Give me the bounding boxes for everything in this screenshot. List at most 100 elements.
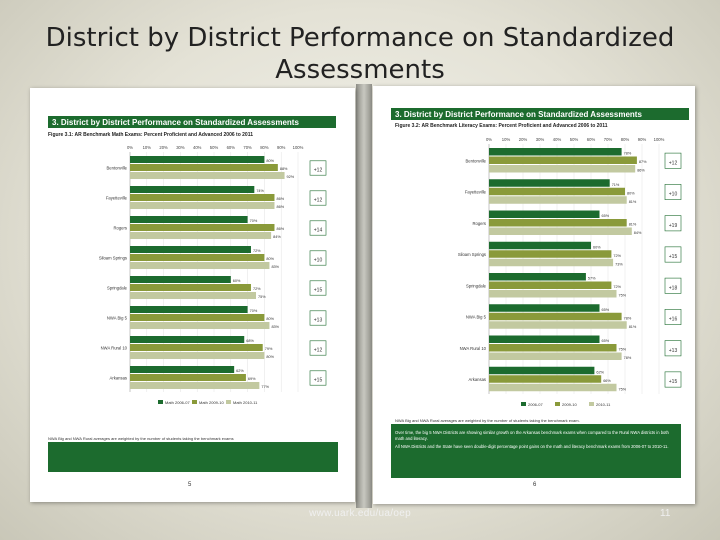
gain-label: +13 [669,348,678,354]
gain-label: +13 [314,317,323,323]
category-label: Fayetteville [465,190,487,195]
bar [489,383,617,392]
bar [130,172,285,179]
legend-swatch [589,402,594,406]
data-label: 70% [250,309,258,313]
gain-label: +12 [314,167,323,173]
gain-label: +18 [669,285,678,291]
bar [130,276,231,283]
tick-label: 30% [536,137,545,142]
bar [489,156,637,164]
gain-label: +16 [669,317,678,323]
data-label: 81% [629,325,637,329]
gain-box [309,190,327,206]
category-label: Fayetteville [106,196,128,201]
data-label: 65% [602,214,610,218]
gain-label: +14 [314,227,323,233]
bar [130,292,256,299]
data-label: 66% [603,379,611,383]
data-label: 80% [266,159,274,163]
bar [130,344,263,351]
legend-label: Math 2006-07 [165,400,190,405]
legend-swatch [521,402,526,406]
bar [130,314,265,321]
bar [130,246,251,253]
category-label: Arkansas [110,376,127,381]
category-label: NWA Big 5 [107,316,128,321]
tick-label: 100% [654,137,665,142]
data-label: 92% [287,175,295,179]
gain-label: +15 [669,379,678,385]
gain-label: +15 [314,377,323,383]
data-label: 60% [233,279,241,283]
legend-label: 2009-10 [562,402,577,407]
data-label: 86% [276,197,284,201]
bar [130,216,248,223]
data-label: 78% [624,316,632,320]
legend-swatch [555,402,560,406]
footer-url[interactable]: www.uark.edu/ua/oep [309,508,411,519]
bar [130,232,272,239]
category-label: Arkansas [469,377,486,382]
gain-box [309,310,327,326]
tick-label: 60% [587,137,596,142]
category-label: Rogers [114,226,128,231]
bar [489,258,614,267]
bar [489,273,586,281]
bar [130,336,245,343]
tick-label: 100% [293,145,304,150]
data-label: 81% [629,223,637,227]
bar [130,186,255,193]
tick-label: 0% [486,137,492,142]
data-label: 87% [639,160,647,164]
bar [130,352,265,359]
data-label: 65% [602,308,610,312]
tick-label: 40% [193,145,202,150]
data-label: 78% [624,152,632,156]
bar [489,304,600,312]
tick-label: 20% [159,145,168,150]
legend-label: 2006-07 [528,402,543,407]
data-label: 57% [588,277,596,281]
gain-box [309,280,327,296]
data-label: 75% [619,348,627,352]
bar [130,164,278,171]
tick-label: 30% [176,145,185,150]
slide-title-line2: Assessments [275,55,445,85]
data-label: 72% [253,287,261,291]
tick-label: 0% [127,145,133,150]
page6-bullets: Over time, the big 5 NWA Districts are s… [395,430,675,452]
tick-label: 70% [243,145,252,150]
data-label: 88% [280,167,288,171]
page5-summary-box [48,442,338,472]
data-label: 62% [596,370,604,374]
gain-box [664,246,682,263]
bar [489,335,600,343]
bar [489,281,612,289]
tick-label: 60% [227,145,236,150]
category-label: NWA Rural 10 [460,346,487,351]
bar [489,290,617,298]
category-label: Siloam Springs [458,252,486,257]
bar [130,366,235,373]
tick-label: 80% [621,137,630,142]
legend-label: 2010-11 [596,402,611,407]
gain-box [309,340,327,356]
bar [130,262,270,269]
page6-note: NWA Big and NWA Rural averages are weigh… [395,418,580,423]
gain-box [309,250,327,266]
data-label: 72% [613,254,621,258]
data-label: 75% [619,387,627,391]
data-label: 83% [271,325,279,329]
tick-label: 90% [277,145,286,150]
bar [489,250,612,258]
gain-label: +12 [669,160,678,166]
category-label: Bentonville [466,158,487,163]
data-label: 60% [593,245,601,249]
page6-number: 6 [533,482,537,488]
bar [489,179,610,187]
bar [489,241,591,250]
bar [489,366,595,375]
legend-swatch [158,400,163,404]
bar [489,148,622,156]
